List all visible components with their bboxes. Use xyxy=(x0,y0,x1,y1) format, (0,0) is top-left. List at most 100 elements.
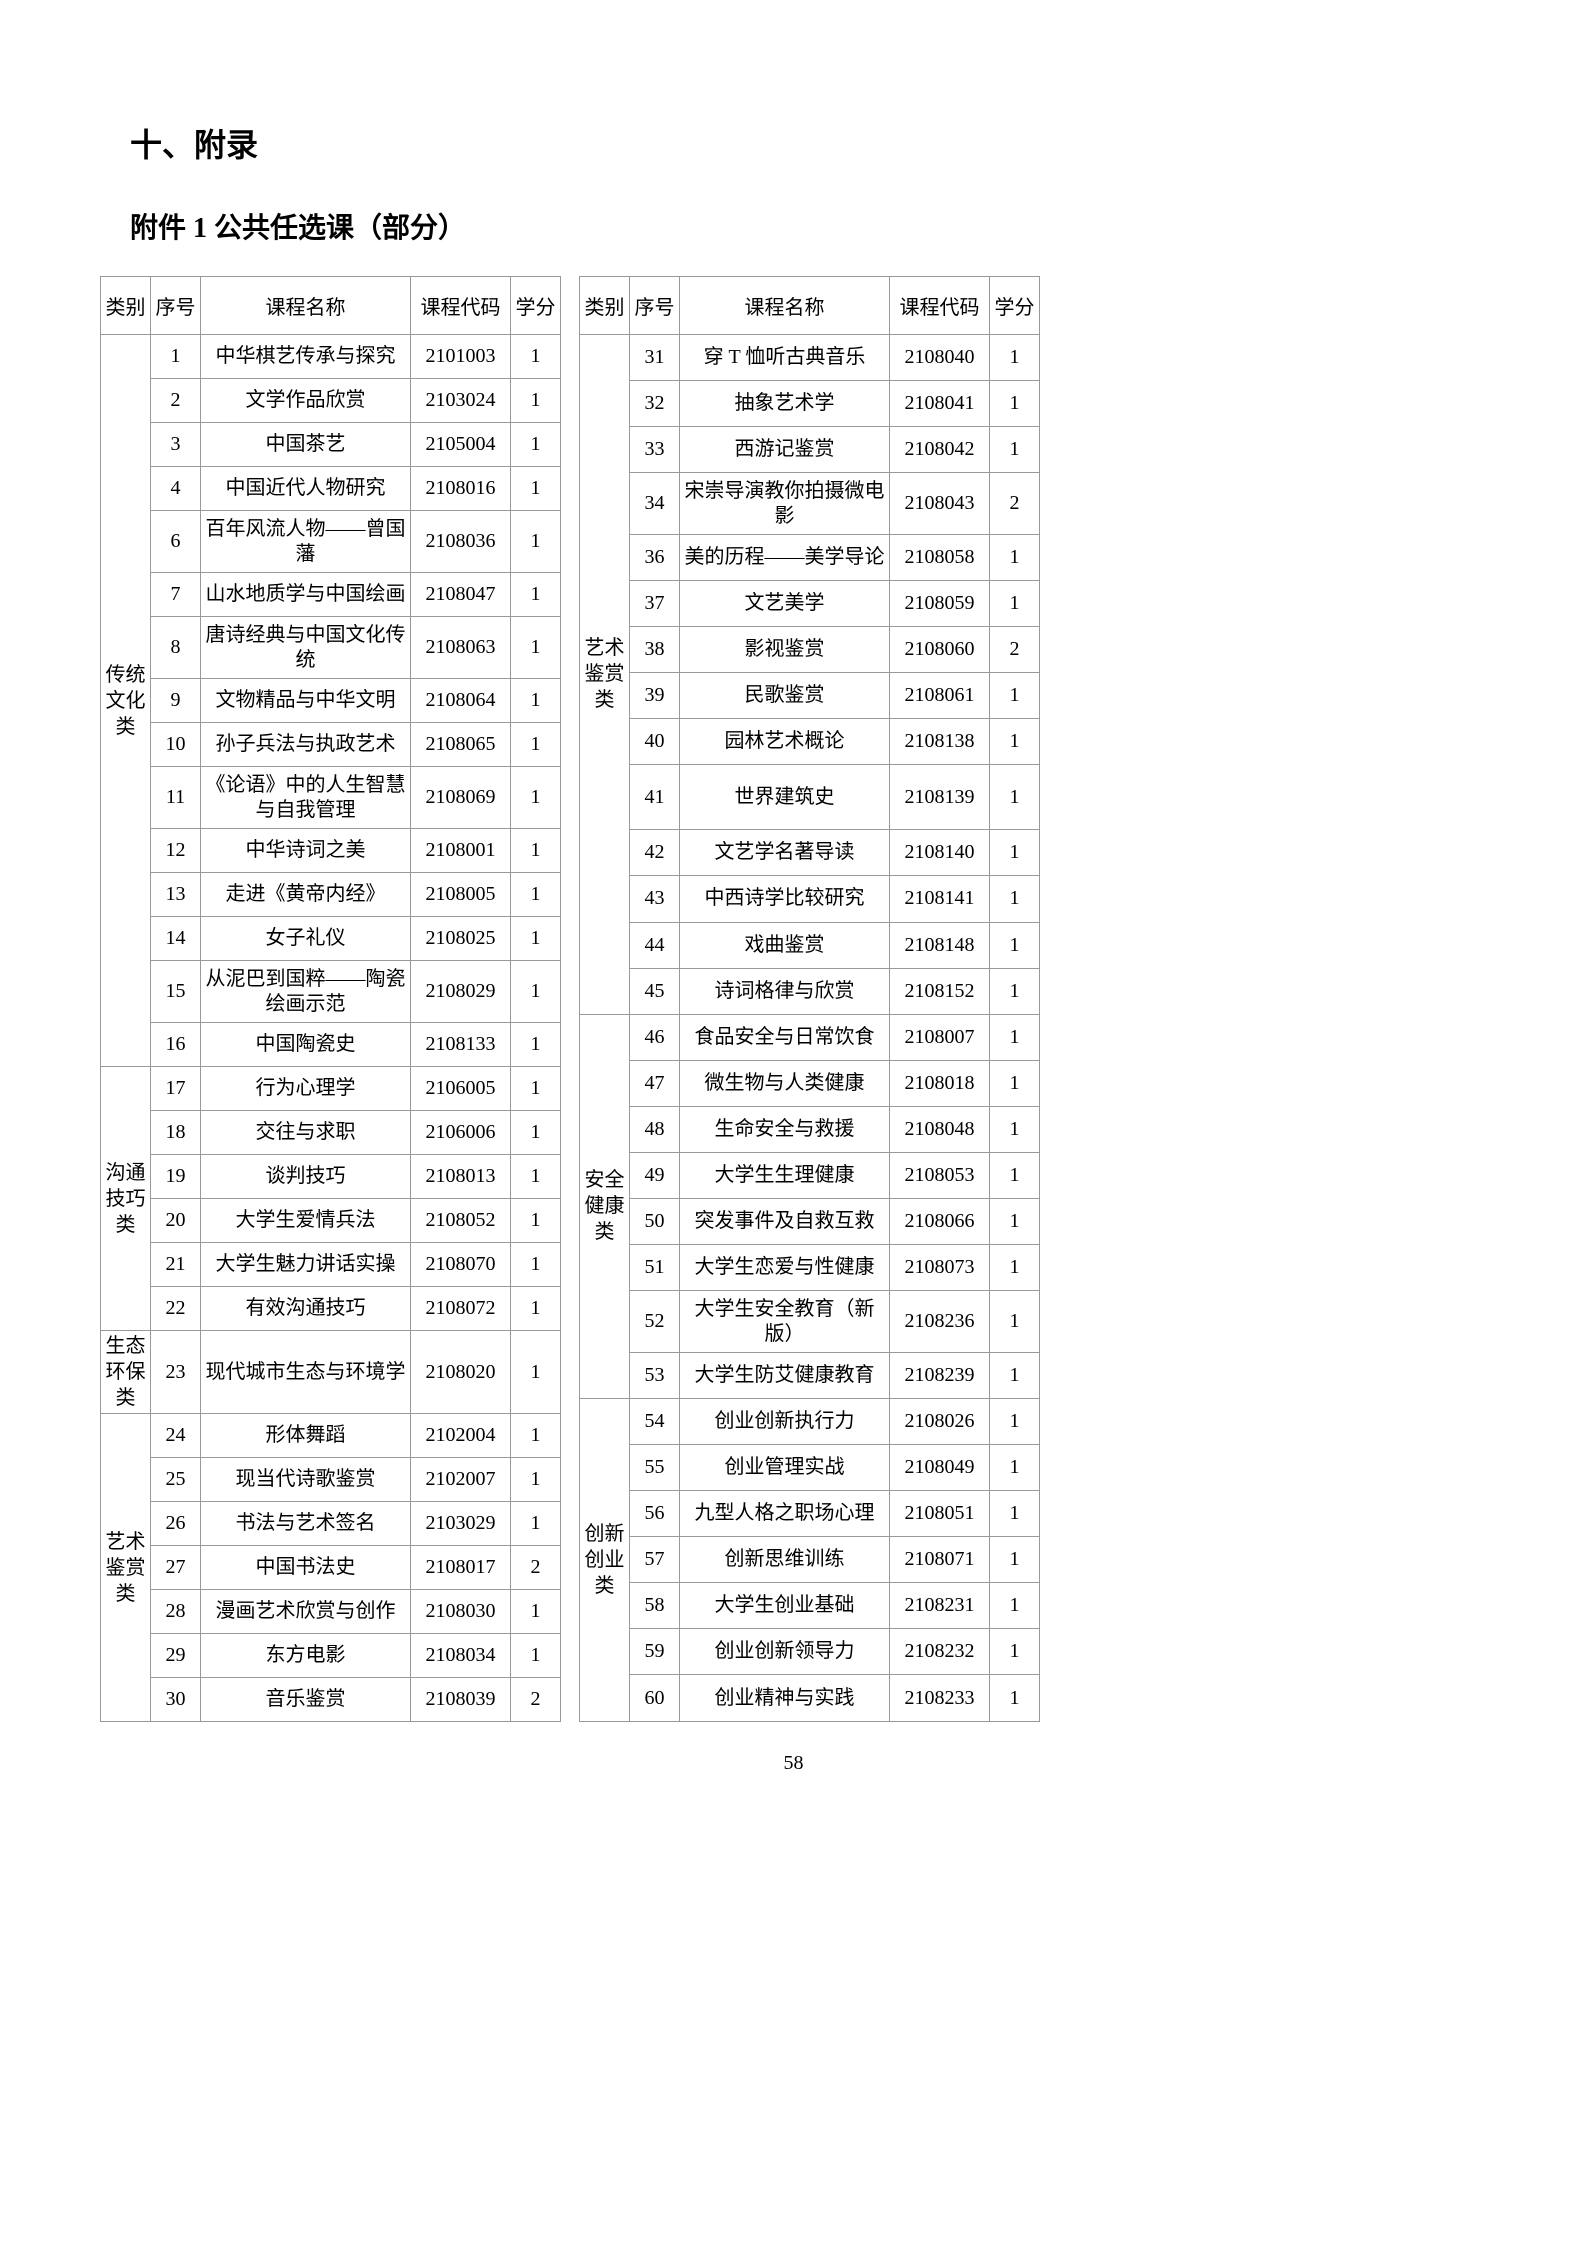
credit-cell: 1 xyxy=(990,1014,1040,1060)
index-cell: 2 xyxy=(151,379,201,423)
index-cell: 55 xyxy=(630,1445,680,1491)
index-cell: 11 xyxy=(151,767,201,829)
table-row: 45诗词格律与欣赏21081521 xyxy=(580,968,1040,1014)
code-cell: 2108005 xyxy=(411,873,511,917)
index-cell: 44 xyxy=(630,922,680,968)
table-row: 25现当代诗歌鉴赏21020071 xyxy=(101,1458,561,1502)
index-cell: 15 xyxy=(151,961,201,1023)
index-cell: 38 xyxy=(630,627,680,673)
index-cell: 34 xyxy=(630,473,680,535)
credit-cell: 1 xyxy=(990,1152,1040,1198)
credit-cell: 1 xyxy=(511,1111,561,1155)
table-row: 7山水地质学与中国绘画21080471 xyxy=(101,573,561,617)
code-cell: 2108030 xyxy=(411,1590,511,1634)
name-cell: 创业创新领导力 xyxy=(680,1629,890,1675)
index-cell: 48 xyxy=(630,1106,680,1152)
table-row: 56九型人格之职场心理21080511 xyxy=(580,1491,1040,1537)
header-credit: 学分 xyxy=(990,277,1040,335)
index-cell: 47 xyxy=(630,1060,680,1106)
table-row: 57创新思维训练21080711 xyxy=(580,1537,1040,1583)
credit-cell: 1 xyxy=(511,1243,561,1287)
credit-cell: 1 xyxy=(990,968,1040,1014)
header-category: 类别 xyxy=(101,277,151,335)
credit-cell: 1 xyxy=(511,573,561,617)
index-cell: 29 xyxy=(151,1634,201,1678)
name-cell: 抽象艺术学 xyxy=(680,381,890,427)
table-row: 51大学生恋爱与性健康21080731 xyxy=(580,1245,1040,1291)
category-cell: 生态环保类 xyxy=(101,1331,151,1414)
credit-cell: 1 xyxy=(990,1399,1040,1445)
header-name: 课程名称 xyxy=(201,277,411,335)
index-cell: 25 xyxy=(151,1458,201,1502)
code-cell: 2108016 xyxy=(411,467,511,511)
name-cell: 食品安全与日常饮食 xyxy=(680,1014,890,1060)
credit-cell: 1 xyxy=(511,1155,561,1199)
table-row: 3中国茶艺21050041 xyxy=(101,423,561,467)
index-cell: 36 xyxy=(630,535,680,581)
table-row: 43中西诗学比较研究21081411 xyxy=(580,876,1040,922)
code-cell: 2108058 xyxy=(890,535,990,581)
index-cell: 6 xyxy=(151,511,201,573)
name-cell: 《论语》中的人生智慧与自我管理 xyxy=(201,767,411,829)
index-cell: 17 xyxy=(151,1067,201,1111)
name-cell: 大学生魅力讲话实操 xyxy=(201,1243,411,1287)
table-row: 36美的历程——美学导论21080581 xyxy=(580,535,1040,581)
code-cell: 2103029 xyxy=(411,1502,511,1546)
name-cell: 园林艺术概论 xyxy=(680,719,890,765)
heading-sub: 附件 1 公共任选课（部分） xyxy=(100,206,1487,246)
credit-cell: 1 xyxy=(990,922,1040,968)
index-cell: 7 xyxy=(151,573,201,617)
table-row: 29东方电影21080341 xyxy=(101,1634,561,1678)
name-cell: 有效沟通技巧 xyxy=(201,1287,411,1331)
table-row: 40园林艺术概论21081381 xyxy=(580,719,1040,765)
header-credit: 学分 xyxy=(511,277,561,335)
name-cell: 行为心理学 xyxy=(201,1067,411,1111)
name-cell: 诗词格律与欣赏 xyxy=(680,968,890,1014)
credit-cell: 1 xyxy=(990,1583,1040,1629)
table-row: 44戏曲鉴赏21081481 xyxy=(580,922,1040,968)
index-cell: 4 xyxy=(151,467,201,511)
name-cell: 音乐鉴赏 xyxy=(201,1678,411,1722)
credit-cell: 1 xyxy=(990,1106,1040,1152)
table-row: 50突发事件及自救互救21080661 xyxy=(580,1198,1040,1244)
code-cell: 2108060 xyxy=(890,627,990,673)
index-cell: 33 xyxy=(630,427,680,473)
code-cell: 2108007 xyxy=(890,1014,990,1060)
name-cell: 走进《黄帝内经》 xyxy=(201,873,411,917)
index-cell: 53 xyxy=(630,1352,680,1398)
name-cell: 中华棋艺传承与探究 xyxy=(201,335,411,379)
table-row: 21大学生魅力讲话实操21080701 xyxy=(101,1243,561,1287)
table-row: 安全健康类46食品安全与日常饮食21080071 xyxy=(580,1014,1040,1060)
name-cell: 中西诗学比较研究 xyxy=(680,876,890,922)
code-cell: 2108140 xyxy=(890,830,990,876)
name-cell: 大学生生理健康 xyxy=(680,1152,890,1198)
credit-cell: 1 xyxy=(990,535,1040,581)
index-cell: 56 xyxy=(630,1491,680,1537)
index-cell: 26 xyxy=(151,1502,201,1546)
index-cell: 39 xyxy=(630,673,680,719)
credit-cell: 1 xyxy=(990,381,1040,427)
credit-cell: 1 xyxy=(511,617,561,679)
code-cell: 2106005 xyxy=(411,1067,511,1111)
name-cell: 九型人格之职场心理 xyxy=(680,1491,890,1537)
index-cell: 60 xyxy=(630,1675,680,1722)
credit-cell: 1 xyxy=(511,335,561,379)
name-cell: 从泥巴到国粹——陶瓷绘画示范 xyxy=(201,961,411,1023)
code-cell: 2108063 xyxy=(411,617,511,679)
name-cell: 中国茶艺 xyxy=(201,423,411,467)
name-cell: 创业精神与实践 xyxy=(680,1675,890,1722)
name-cell: 文物精品与中华文明 xyxy=(201,679,411,723)
code-cell: 2108069 xyxy=(411,767,511,829)
index-cell: 59 xyxy=(630,1629,680,1675)
code-cell: 2108071 xyxy=(890,1537,990,1583)
code-cell: 2108059 xyxy=(890,581,990,627)
table-row: 28漫画艺术欣赏与创作21080301 xyxy=(101,1590,561,1634)
code-cell: 2108138 xyxy=(890,719,990,765)
code-cell: 2108018 xyxy=(890,1060,990,1106)
table-row: 13走进《黄帝内经》21080051 xyxy=(101,873,561,917)
index-cell: 1 xyxy=(151,335,201,379)
table-row: 53大学生防艾健康教育21082391 xyxy=(580,1352,1040,1398)
index-cell: 20 xyxy=(151,1199,201,1243)
credit-cell: 1 xyxy=(990,673,1040,719)
name-cell: 山水地质学与中国绘画 xyxy=(201,573,411,617)
